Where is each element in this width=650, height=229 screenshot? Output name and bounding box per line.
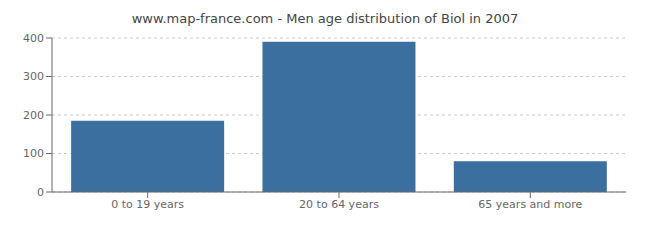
svg-text:300: 300 — [23, 70, 44, 83]
svg-text:100: 100 — [23, 147, 44, 160]
html-text:www.map-france.com - Men age d: www.map-france.com - Men age distributio… — [131, 11, 519, 26]
svg-text:20 to 64 years: 20 to 64 years — [299, 198, 379, 211]
svg-text:65 years and more: 65 years and more — [478, 198, 582, 211]
svg-text:200: 200 — [23, 109, 44, 122]
svg-text:0: 0 — [37, 186, 44, 199]
svg-text:0 to 19 years: 0 to 19 years — [111, 198, 184, 211]
svg-text:400: 400 — [23, 32, 44, 45]
